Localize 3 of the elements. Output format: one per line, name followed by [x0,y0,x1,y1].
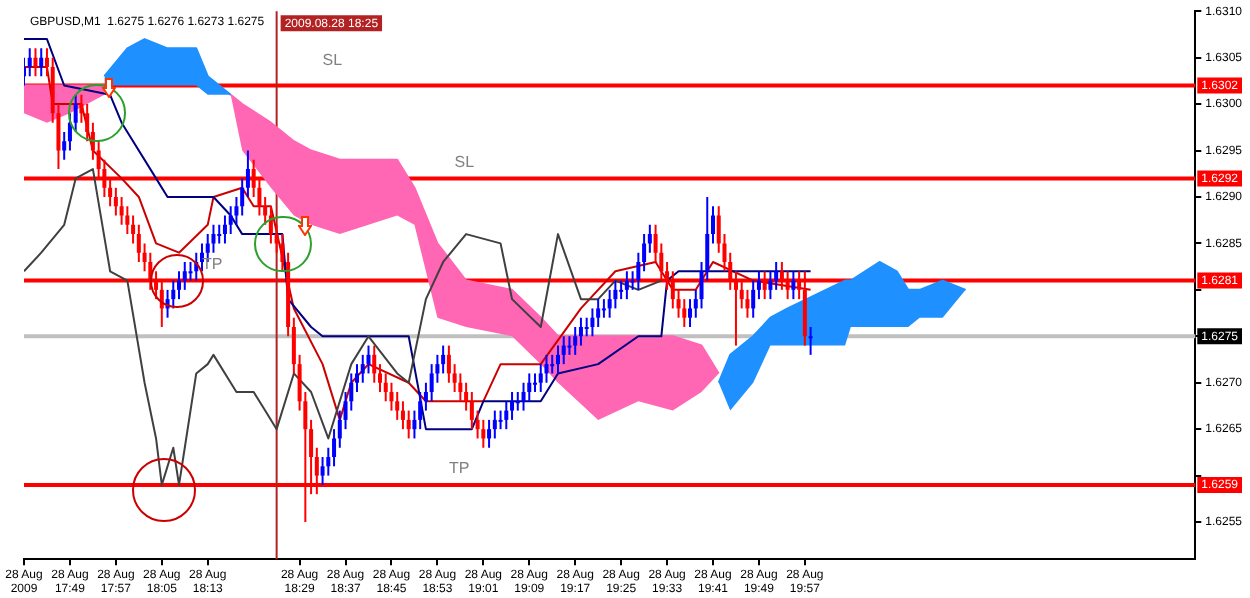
annotation: SL [454,152,476,171]
annotation: SL [322,50,344,69]
annotation: TP [448,459,470,478]
